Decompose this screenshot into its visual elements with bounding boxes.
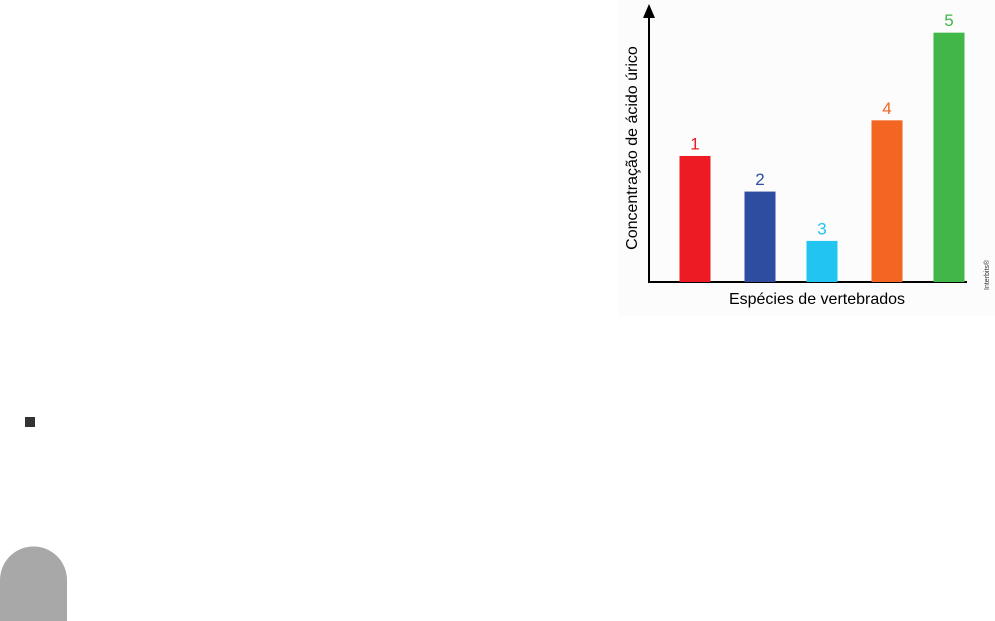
avatar-shape xyxy=(0,546,67,621)
bar-label: 2 xyxy=(755,170,764,189)
bar-label: 1 xyxy=(690,134,699,153)
y-axis-arrow xyxy=(643,4,655,18)
bar xyxy=(871,120,903,282)
bullet xyxy=(25,417,35,427)
bar-label: 3 xyxy=(817,219,826,238)
bar xyxy=(679,155,711,282)
x-axis-label: Espécies de vertebrados xyxy=(729,291,905,308)
credit: Interbits® xyxy=(983,259,991,290)
bar xyxy=(806,240,838,282)
bar xyxy=(933,32,965,282)
bar-label: 4 xyxy=(882,99,891,118)
bar-label: 5 xyxy=(944,11,953,30)
bar xyxy=(744,191,776,282)
y-axis-label: Concentração de ácido úrico xyxy=(624,46,641,250)
